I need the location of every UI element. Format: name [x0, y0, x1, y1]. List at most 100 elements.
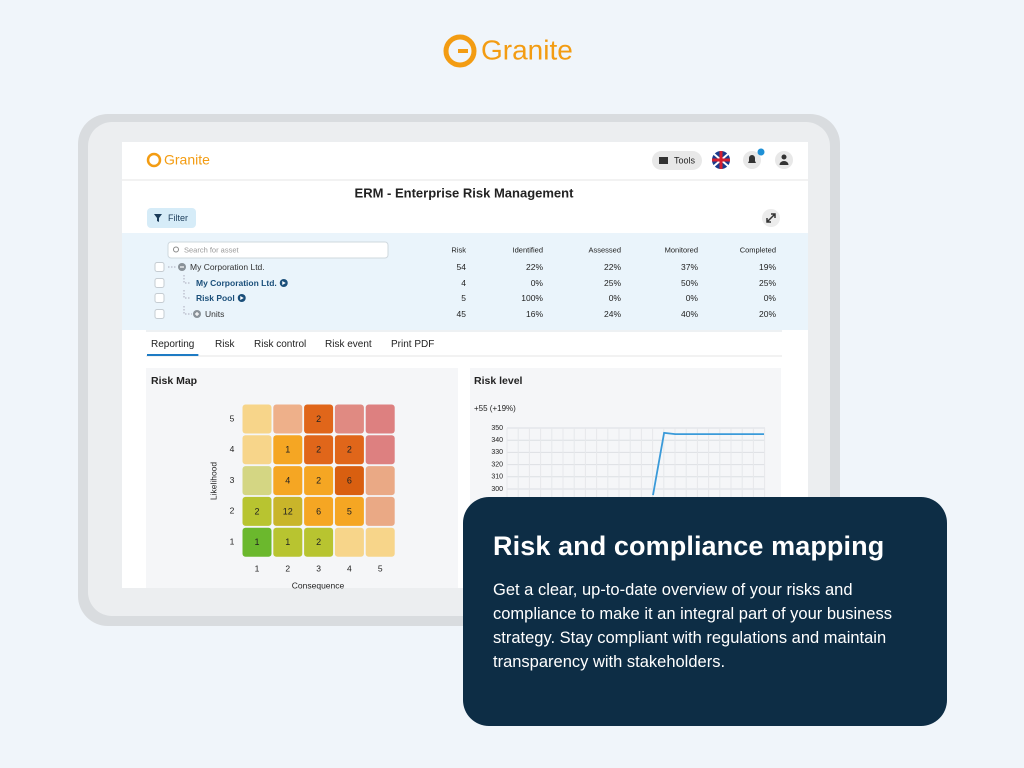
y-tick-label: 340 [491, 437, 503, 444]
cell-count: 6 [347, 475, 352, 485]
risk-cell[interactable] [334, 404, 364, 434]
risk-level-title: Risk level [474, 375, 523, 387]
risk-cell[interactable] [304, 466, 334, 496]
table-cell: 54 [457, 262, 467, 272]
filter-icon [154, 214, 162, 222]
risk-cell[interactable] [273, 435, 303, 465]
risk-cell[interactable] [304, 527, 334, 557]
risk-cell[interactable] [242, 466, 272, 496]
tab[interactable]: Print PDF [391, 339, 434, 350]
table-cell: 0% [686, 293, 699, 303]
col-label: 5 [378, 563, 383, 573]
column-header: Identified [513, 245, 543, 254]
x-axis-label: Consequence [292, 580, 345, 590]
table-cell: 37% [681, 262, 698, 272]
risk-cell[interactable] [365, 496, 395, 526]
row-checkbox[interactable] [154, 293, 165, 303]
table-cell: 0% [764, 293, 777, 303]
search-box[interactable] [167, 241, 389, 259]
risk-cell[interactable] [273, 466, 303, 496]
table-cell: 25% [604, 278, 621, 288]
cell-count: 2 [316, 475, 321, 485]
risk-cell[interactable] [304, 496, 334, 526]
filter-button[interactable] [147, 208, 196, 228]
row-label: 2 [230, 506, 235, 516]
tab[interactable]: Risk event [325, 339, 372, 350]
col-label: 2 [285, 563, 290, 573]
risk-level-change: +55 (+19%) [474, 404, 516, 413]
column-header: Monitored [665, 245, 698, 254]
risk-cell[interactable] [334, 527, 364, 557]
risk-cell[interactable] [334, 466, 364, 496]
app-logo: Granite [164, 152, 210, 168]
cell-count: 2 [254, 506, 259, 516]
cell-count: 1 [285, 445, 290, 455]
table-cell: 25% [759, 278, 776, 288]
risk-cell[interactable] [242, 435, 272, 465]
risk-cell[interactable] [273, 527, 303, 557]
feature-card: Risk and compliance mapping Get a clear,… [463, 497, 947, 726]
tab[interactable]: Reporting [151, 339, 194, 350]
risk-cell[interactable] [242, 496, 272, 526]
risk-cell[interactable] [365, 466, 395, 496]
risk-cell[interactable] [242, 404, 272, 434]
asset-name: My Corporation Ltd. [190, 262, 265, 272]
row-label: 4 [230, 444, 235, 454]
risk-cell[interactable] [304, 404, 334, 434]
cell-count: 12 [283, 506, 293, 516]
user-body [779, 161, 789, 165]
row-checkbox[interactable] [154, 309, 165, 319]
risk-cell[interactable] [304, 435, 334, 465]
y-tick-label: 320 [491, 461, 503, 468]
cell-count: 4 [285, 475, 290, 485]
col-label: 1 [255, 563, 260, 573]
tree-line [183, 290, 190, 299]
card-title: Risk and compliance mapping [493, 531, 885, 561]
risk-cell[interactable] [365, 435, 395, 465]
table-cell: 0% [609, 293, 622, 303]
y-tick-label: 330 [491, 449, 503, 456]
table-cell: 24% [604, 309, 621, 319]
table-cell: 19% [759, 262, 776, 272]
risk-map-title: Risk Map [151, 375, 197, 387]
folder-icon [659, 157, 668, 164]
risk-cell[interactable] [242, 527, 272, 557]
asset-name: Units [205, 309, 224, 319]
row-checkbox[interactable] [154, 262, 165, 272]
open-arrow [240, 296, 244, 300]
y-tick-label: 300 [491, 486, 503, 493]
toggle-sign [195, 312, 199, 316]
risk-cell[interactable] [365, 404, 395, 434]
flag-cross [712, 151, 730, 169]
cell-count: 2 [347, 445, 352, 455]
cell-count: 2 [316, 414, 321, 424]
row-checkbox[interactable] [154, 278, 165, 288]
y-tick-label: 310 [491, 474, 503, 481]
tab[interactable]: Risk [215, 339, 235, 350]
user-button[interactable] [775, 151, 793, 169]
risk-cell[interactable] [273, 496, 303, 526]
row-label: 3 [230, 475, 235, 485]
notification-dot [757, 148, 765, 156]
risk-cell[interactable] [365, 527, 395, 557]
cell-count: 2 [316, 537, 321, 547]
page-title: ERM - Enterprise Risk Management [355, 185, 575, 200]
column-header: Risk [451, 245, 466, 254]
tab[interactable]: Risk control [254, 339, 306, 350]
y-tick-label: 350 [491, 425, 503, 432]
row-label: 1 [230, 536, 235, 546]
card-text: Get a clear, up-to-date overview of your… [493, 581, 892, 671]
tree-line [183, 306, 192, 315]
risk-level-line [652, 431, 764, 496]
table-cell: 50% [681, 278, 698, 288]
tab-underline [147, 354, 199, 356]
tools-button[interactable] [652, 151, 702, 170]
risk-cell[interactable] [273, 404, 303, 434]
risk-cell[interactable] [334, 435, 364, 465]
risk-cell[interactable] [334, 496, 364, 526]
table-cell: 0% [531, 278, 544, 288]
col-label: 4 [347, 563, 352, 573]
search-icon [173, 246, 179, 253]
row-label: 5 [230, 413, 235, 423]
